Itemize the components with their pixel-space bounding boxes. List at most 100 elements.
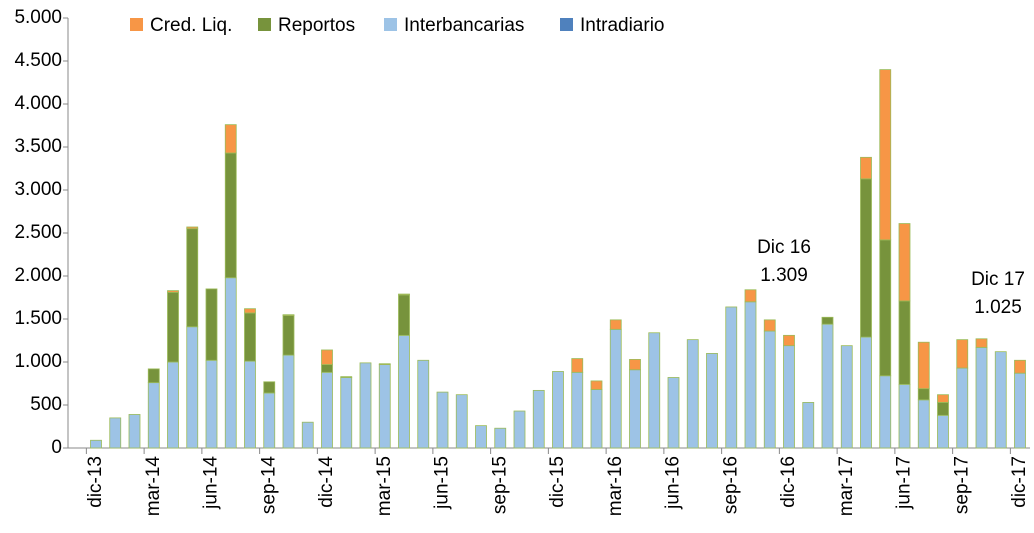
bar-segment [147, 368, 160, 384]
bar-segment [224, 124, 237, 154]
bar-segment [706, 352, 718, 449]
annotation: 1.309 [760, 265, 808, 286]
annotation: Dic 17 [971, 269, 1025, 290]
bar-segment [571, 371, 584, 449]
bar-segment [186, 326, 199, 449]
bar-segment [937, 394, 949, 403]
bar-segment [898, 223, 911, 302]
bar-segment [532, 389, 545, 449]
bar-segment [879, 375, 892, 449]
x-tick-label: jun-15 [432, 456, 453, 510]
bar-segment [975, 338, 988, 348]
bar-segment [860, 336, 872, 449]
y-tick-label: 2.500 [14, 222, 62, 243]
y-tick-label: 5.000 [14, 7, 62, 28]
legend-label: Cred. Liq. [150, 15, 232, 36]
bar-segment [224, 277, 237, 449]
bar-segment [244, 360, 256, 449]
bar-segment [821, 323, 834, 449]
bar-segment [744, 301, 757, 449]
bar-segment [398, 293, 410, 296]
bar-segment [821, 316, 834, 325]
bar-segment [629, 359, 641, 371]
x-tick-label: sep-16 [720, 456, 741, 514]
bar-segment [917, 341, 930, 390]
bar-segment [744, 289, 757, 303]
bar-segment [128, 414, 141, 449]
bar-segment [725, 306, 738, 449]
bar-segment [494, 427, 507, 449]
bar-segment [802, 402, 815, 449]
bar-segment [340, 376, 353, 378]
bar-segment [455, 394, 468, 449]
legend-swatch [130, 18, 143, 31]
bar-segment [244, 308, 256, 314]
bar-segment [879, 239, 892, 377]
y-tick-label: 3.500 [14, 136, 62, 157]
bar-segment [783, 334, 795, 347]
bar-segment [763, 330, 776, 449]
bar-segment [205, 359, 218, 449]
bar-segment [359, 362, 372, 449]
bar-segment [1014, 359, 1026, 374]
bar-segment [282, 315, 295, 356]
x-tick-label: dic-15 [547, 456, 568, 508]
bar-segment [263, 392, 276, 449]
bar-segment [879, 69, 892, 241]
bar-segment [956, 367, 969, 449]
bar-segment [513, 410, 526, 449]
bar-segment [667, 377, 680, 449]
x-tick-label: jun-17 [894, 456, 915, 510]
bar-segment [90, 439, 102, 449]
bar-segment [763, 319, 776, 332]
bar-segment [282, 354, 295, 449]
bar-segment [956, 339, 969, 369]
bar-segment [417, 359, 430, 449]
bar-segment [898, 383, 911, 449]
bar-segment [840, 345, 853, 449]
bar-segment [224, 152, 237, 279]
y-tick-label: 1.500 [14, 308, 62, 329]
x-tick-label: jun-16 [663, 456, 684, 510]
bar-segment [321, 349, 333, 365]
bar-segment [860, 156, 872, 180]
legend-swatch [560, 18, 573, 31]
y-tick-label: 4.000 [14, 93, 62, 114]
bar-segment [609, 319, 622, 330]
bar-segment [1014, 372, 1026, 449]
annotation: 1.025 [974, 297, 1022, 318]
bar-segment [590, 389, 603, 449]
bar-segment [975, 346, 988, 449]
bar-segment [301, 421, 314, 449]
bar-segment [167, 291, 179, 363]
bar-segment [609, 328, 622, 449]
bar-segment [109, 417, 122, 449]
bar-segment [378, 364, 391, 449]
legend-swatch [258, 18, 271, 31]
bar-segment [378, 363, 391, 365]
bar-segment [263, 381, 276, 394]
x-tick-label: sep-15 [489, 456, 510, 514]
bar-segment [994, 351, 1007, 449]
bar-segment [898, 300, 911, 385]
x-tick-label: mar-14 [143, 456, 164, 517]
bar-segment [398, 334, 410, 449]
bar-segment [167, 361, 179, 449]
legend-label: Reportos [278, 15, 355, 36]
x-tick-label: jun-14 [201, 456, 222, 510]
legend-swatch [384, 18, 397, 31]
bar-segment [340, 377, 353, 449]
annotation: Dic 16 [757, 237, 811, 258]
bar-segment [186, 228, 199, 328]
bar-segment [937, 414, 949, 449]
x-tick-label: dic-13 [85, 456, 106, 508]
x-tick-label: dic-17 [1009, 456, 1030, 508]
bar-segment [244, 312, 256, 362]
bar-segment [321, 364, 333, 373]
bar-segment [629, 369, 641, 449]
x-tick-label: mar-16 [605, 456, 626, 516]
bar-segment [552, 371, 564, 449]
y-tick-label: 4.500 [14, 50, 62, 71]
x-tick-label: sep-17 [951, 456, 972, 514]
bar-segment [937, 402, 949, 416]
